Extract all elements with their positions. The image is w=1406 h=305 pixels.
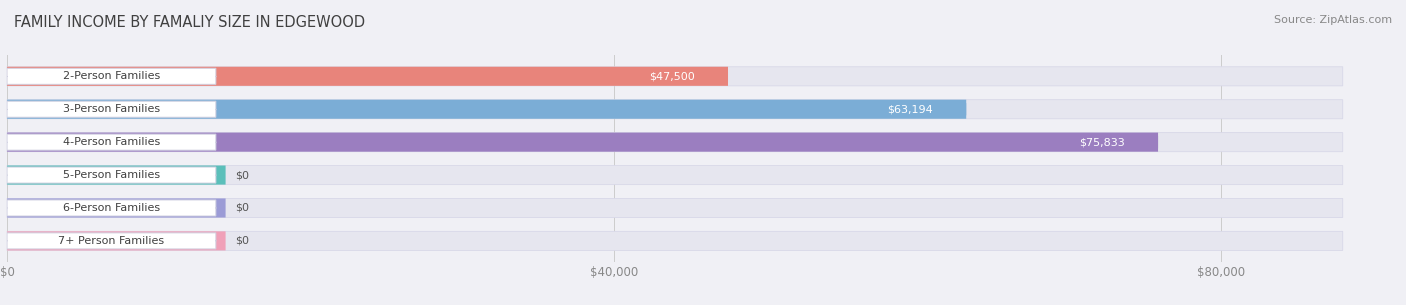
FancyBboxPatch shape (7, 166, 1343, 185)
FancyBboxPatch shape (7, 231, 225, 250)
FancyBboxPatch shape (7, 200, 217, 216)
FancyBboxPatch shape (7, 133, 1159, 152)
FancyBboxPatch shape (7, 67, 1343, 86)
FancyBboxPatch shape (7, 167, 217, 183)
FancyBboxPatch shape (7, 199, 1343, 217)
Text: $0: $0 (235, 236, 249, 246)
FancyBboxPatch shape (1053, 136, 1159, 148)
Text: $75,833: $75,833 (1078, 137, 1125, 147)
Text: $63,194: $63,194 (887, 104, 932, 114)
FancyBboxPatch shape (7, 100, 966, 119)
FancyBboxPatch shape (7, 134, 217, 150)
FancyBboxPatch shape (7, 133, 1343, 152)
FancyBboxPatch shape (7, 101, 217, 117)
Text: $47,500: $47,500 (648, 71, 695, 81)
FancyBboxPatch shape (7, 67, 728, 86)
FancyBboxPatch shape (7, 233, 217, 249)
FancyBboxPatch shape (7, 231, 1343, 250)
FancyBboxPatch shape (7, 199, 225, 217)
Text: Source: ZipAtlas.com: Source: ZipAtlas.com (1274, 15, 1392, 25)
FancyBboxPatch shape (7, 68, 217, 84)
Text: $0: $0 (235, 170, 249, 180)
FancyBboxPatch shape (623, 70, 728, 82)
FancyBboxPatch shape (7, 100, 1343, 119)
Text: 6-Person Families: 6-Person Families (63, 203, 160, 213)
Text: $0: $0 (235, 203, 249, 213)
Text: 3-Person Families: 3-Person Families (63, 104, 160, 114)
Text: 7+ Person Families: 7+ Person Families (59, 236, 165, 246)
FancyBboxPatch shape (7, 166, 225, 185)
FancyBboxPatch shape (860, 103, 966, 115)
Text: 4-Person Families: 4-Person Families (63, 137, 160, 147)
Text: 2-Person Families: 2-Person Families (63, 71, 160, 81)
Text: 5-Person Families: 5-Person Families (63, 170, 160, 180)
Text: FAMILY INCOME BY FAMALIY SIZE IN EDGEWOOD: FAMILY INCOME BY FAMALIY SIZE IN EDGEWOO… (14, 15, 366, 30)
